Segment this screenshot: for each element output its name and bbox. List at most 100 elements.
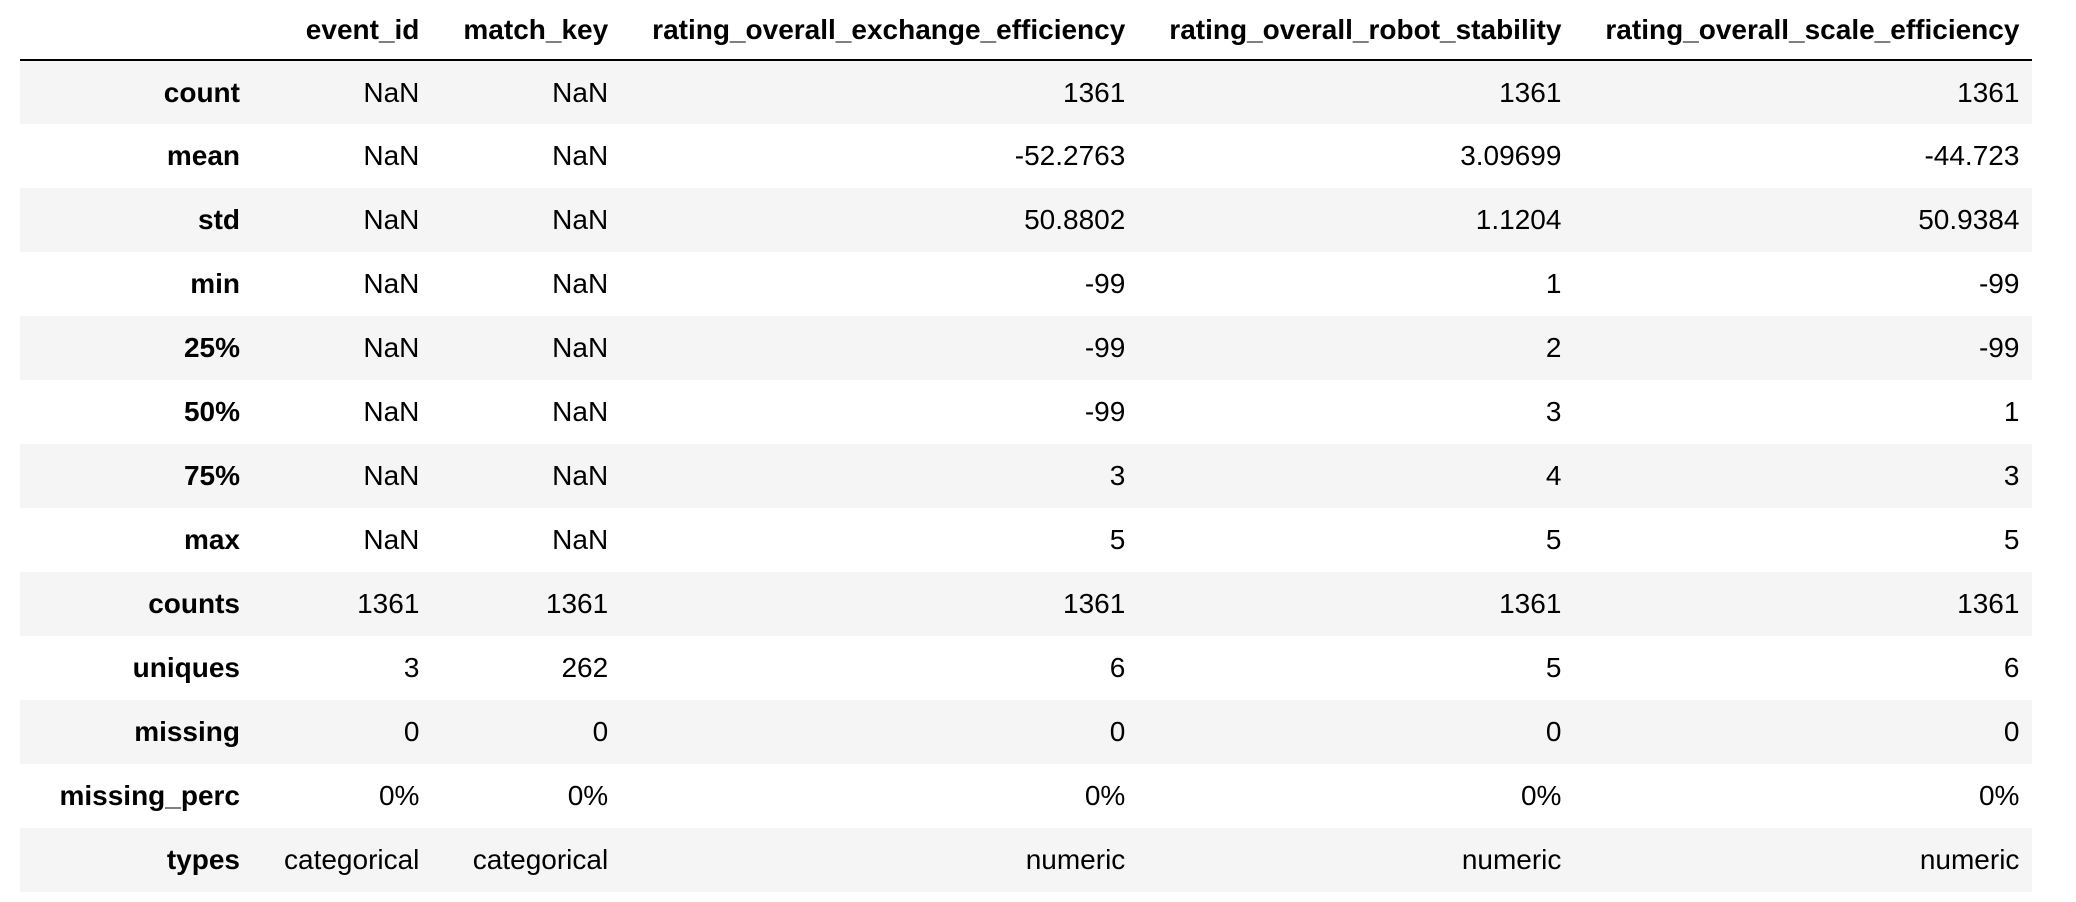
table-cell: NaN bbox=[552, 204, 609, 235]
table-cell: NaN bbox=[363, 460, 420, 491]
column-header-exchange-efficiency: rating_overall_exchange_efficiency bbox=[621, 0, 1139, 61]
table-cell: 5 bbox=[1109, 524, 1126, 555]
table-cell: 0% bbox=[1520, 780, 1562, 811]
table-cell: 1 bbox=[2003, 396, 2020, 427]
table-cell: 3 bbox=[1109, 460, 1126, 491]
row-label: uniques bbox=[132, 652, 240, 683]
table-cell: 6 bbox=[1109, 652, 1126, 683]
table-cell: 0 bbox=[2003, 716, 2020, 747]
table-cell: -99 bbox=[1978, 268, 2020, 299]
table-cell: 1361 bbox=[545, 588, 609, 619]
row-label: 75% bbox=[183, 460, 240, 491]
table-cell: numeric bbox=[1919, 844, 2020, 875]
row-label: max bbox=[183, 524, 240, 555]
table-row: mean NaN NaN -52.2763 3.09699 -44.723 bbox=[20, 124, 2032, 188]
table-cell: 5 bbox=[2003, 524, 2020, 555]
table-cell: categorical bbox=[284, 844, 420, 875]
table-cell: 3 bbox=[1545, 396, 1562, 427]
table-cell: NaN bbox=[552, 460, 609, 491]
table-cell: 1 bbox=[1545, 268, 1562, 299]
table-cell: -99 bbox=[1084, 332, 1126, 363]
column-header-scale-efficiency: rating_overall_scale_efficiency bbox=[1574, 0, 2033, 61]
table-cell: 0% bbox=[1978, 780, 2020, 811]
table-row: 25% NaN NaN -99 2 -99 bbox=[20, 316, 2033, 380]
row-label: missing bbox=[134, 716, 240, 747]
table-cell: 6 bbox=[2003, 652, 2020, 683]
table-cell: 1361 bbox=[1063, 76, 1126, 108]
table-header: event_id match_key rating_overall_exchan… bbox=[20, 0, 2033, 61]
table-cell: -99 bbox=[1978, 332, 2020, 363]
table-row: 50% NaN NaN -99 3 1 bbox=[20, 380, 2032, 444]
row-label: min bbox=[190, 268, 240, 299]
dataframe-output: event_id match_key rating_overall_exchan… bbox=[20, 0, 2033, 892]
table-cell: 1361 bbox=[1957, 588, 2020, 619]
table-cell: -99 bbox=[1084, 396, 1126, 427]
table-cell: 0 bbox=[403, 716, 420, 747]
table-cell: NaN bbox=[552, 524, 609, 555]
header-row: event_id match_key rating_overall_exchan… bbox=[20, 0, 2033, 61]
table-row: missing 0 0 0 0 0 bbox=[20, 700, 2033, 764]
table-row: std NaN NaN 50.8802 1.1204 50.9384 bbox=[20, 188, 2033, 252]
table-cell: NaN bbox=[363, 140, 420, 171]
table-cell: -52.2763 bbox=[1014, 140, 1126, 171]
table-cell: NaN bbox=[552, 396, 609, 427]
table-cell: 1361 bbox=[1499, 76, 1562, 108]
column-header-match-key: match_key bbox=[432, 0, 622, 61]
table-row: uniques 3 262 6 5 6 bbox=[20, 636, 2032, 700]
row-label: std bbox=[198, 204, 240, 235]
row-label: mean bbox=[166, 140, 240, 171]
table-cell: NaN bbox=[552, 140, 609, 171]
column-header-event-id: event_id bbox=[253, 0, 433, 61]
table-row: max NaN NaN 5 5 5 bbox=[20, 508, 2032, 572]
table-cell: NaN bbox=[552, 332, 609, 363]
column-header-robot-stability: rating_overall_robot_stability bbox=[1138, 0, 1575, 61]
table-row: types categorical categorical numeric numeri… bbox=[20, 828, 2033, 892]
table-cell: 3 bbox=[2003, 460, 2020, 491]
table-cell: 4 bbox=[1545, 460, 1562, 491]
table-cell: 1.1204 bbox=[1475, 204, 1562, 235]
table-cell: 5 bbox=[1545, 652, 1562, 683]
table-cell: NaN bbox=[363, 524, 420, 555]
table-body: count NaN NaN 1361 1361 1361 mean NaN NaN -52.276… bbox=[20, 60, 2033, 892]
table-cell: 1361 bbox=[1957, 76, 2020, 108]
table-cell: 0% bbox=[1084, 780, 1126, 811]
table-cell: 0% bbox=[567, 780, 609, 811]
row-label: counts bbox=[148, 588, 240, 619]
table-cell: -99 bbox=[1084, 268, 1126, 299]
table-cell: numeric bbox=[1025, 844, 1126, 875]
table-row: min NaN NaN -99 1 -99 bbox=[20, 252, 2032, 316]
table-cell: 0 bbox=[1545, 716, 1562, 747]
table-cell: 1361 bbox=[357, 588, 420, 619]
table-cell: 2 bbox=[1545, 332, 1562, 363]
row-label: 50% bbox=[183, 396, 240, 427]
table-cell: 5 bbox=[1545, 524, 1562, 555]
table-cell: NaN bbox=[552, 76, 609, 108]
table-cell: NaN bbox=[363, 332, 420, 363]
table-cell: 0 bbox=[592, 716, 609, 747]
table-cell: 1361 bbox=[1063, 588, 1126, 619]
table-row: counts 1361 1361 1361 1361 1361 bbox=[20, 572, 2033, 636]
table-cell: NaN bbox=[363, 396, 420, 427]
index-header-corner bbox=[20, 0, 253, 61]
table-cell: 50.8802 bbox=[1024, 204, 1126, 235]
summary-table: event_id match_key rating_overall_exchan… bbox=[20, 0, 2033, 892]
table-cell: 50.9384 bbox=[1918, 204, 2020, 235]
row-label: missing_perc bbox=[59, 780, 240, 811]
table-cell: categorical bbox=[472, 844, 609, 875]
table-cell: 3 bbox=[403, 652, 420, 683]
table-cell: numeric bbox=[1461, 844, 1562, 875]
table-row: count NaN NaN 1361 1361 1361 bbox=[20, 60, 2033, 124]
table-cell: NaN bbox=[363, 76, 420, 108]
table-cell: -44.723 bbox=[1924, 140, 2020, 171]
table-cell: 0 bbox=[1109, 716, 1126, 747]
table-cell: NaN bbox=[363, 204, 420, 235]
table-cell: 3.09699 bbox=[1460, 140, 1562, 171]
table-row: 75% NaN NaN 3 4 3 bbox=[20, 444, 2033, 508]
row-label: count bbox=[163, 76, 240, 108]
row-label: types bbox=[166, 844, 240, 875]
row-label: 25% bbox=[183, 332, 240, 363]
table-cell: NaN bbox=[363, 268, 420, 299]
table-cell: 262 bbox=[561, 652, 609, 683]
table-cell: NaN bbox=[552, 268, 609, 299]
table-row: missing_perc 0% 0% 0% 0% 0% bbox=[20, 764, 2032, 828]
